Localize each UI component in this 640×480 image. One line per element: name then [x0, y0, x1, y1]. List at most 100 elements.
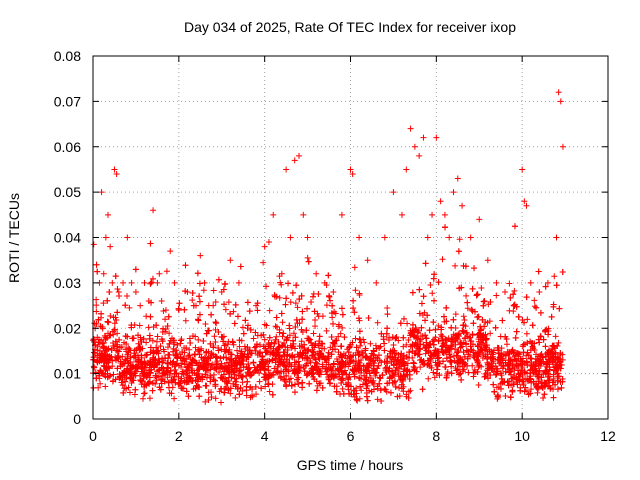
data-point: [399, 375, 406, 382]
data-point: [223, 359, 230, 366]
data-point: [124, 234, 131, 241]
data-point: [363, 368, 370, 375]
data-point: [554, 373, 561, 380]
data-point: [134, 364, 141, 371]
data-point: [419, 386, 426, 393]
data-point: [257, 364, 264, 371]
data-point: [537, 359, 544, 366]
data-point: [153, 338, 160, 345]
data-point: [253, 366, 260, 373]
data-point: [404, 360, 411, 367]
data-point: [555, 373, 562, 380]
data-point: [356, 336, 363, 343]
data-point: [123, 385, 130, 392]
data-point: [349, 170, 356, 177]
data-point: [398, 350, 405, 357]
data-point: [407, 343, 414, 350]
data-point: [248, 350, 255, 357]
data-point: [438, 324, 445, 331]
data-point: [217, 355, 224, 362]
data-point: [412, 325, 419, 332]
data-point: [262, 383, 269, 390]
data-point: [266, 334, 273, 341]
data-point: [122, 302, 129, 309]
data-point: [457, 344, 464, 351]
data-point: [234, 347, 241, 354]
data-point: [523, 294, 530, 301]
data-point: [272, 336, 279, 343]
data-point: [515, 351, 522, 358]
data-point: [299, 379, 306, 386]
data-point: [366, 361, 373, 368]
data-point: [374, 355, 381, 362]
data-point: [346, 344, 353, 351]
data-point: [546, 382, 553, 389]
data-point: [329, 302, 336, 309]
data-point: [315, 342, 322, 349]
data-point: [519, 358, 526, 365]
data-point: [203, 348, 210, 355]
data-point: [450, 189, 457, 196]
data-point: [502, 359, 509, 366]
data-point: [138, 378, 145, 385]
data-point: [307, 357, 314, 364]
data-point: [303, 372, 310, 379]
x-tick-label: 8: [432, 428, 440, 444]
data-point: [482, 370, 489, 377]
data-point: [211, 377, 218, 384]
data-point: [480, 334, 487, 341]
data-point: [148, 279, 155, 286]
data-point: [442, 364, 449, 371]
data-point: [175, 305, 182, 312]
data-point: [166, 390, 173, 397]
data-point: [172, 366, 179, 373]
data-point: [252, 367, 259, 374]
data-point: [147, 313, 154, 320]
data-point: [392, 335, 399, 342]
data-point: [472, 308, 479, 315]
data-point: [339, 385, 346, 392]
data-point: [474, 342, 481, 349]
data-point: [540, 395, 547, 402]
data-point: [503, 336, 510, 343]
data-point: [276, 329, 283, 336]
data-point: [536, 360, 543, 367]
data-point: [483, 335, 490, 342]
data-point: [373, 279, 380, 286]
data-point: [219, 375, 226, 382]
data-point: [417, 364, 424, 371]
data-point: [559, 375, 566, 382]
data-point: [446, 351, 453, 358]
data-point: [364, 397, 371, 404]
data-point: [123, 346, 130, 353]
data-point: [112, 314, 119, 321]
data-point: [189, 297, 196, 304]
data-point: [237, 384, 244, 391]
data-point: [422, 350, 429, 357]
data-point: [136, 322, 143, 329]
data-point: [113, 357, 120, 364]
data-point: [381, 340, 388, 347]
data-point: [261, 336, 268, 343]
data-point: [523, 359, 530, 366]
data-point: [223, 378, 230, 385]
data-point: [476, 362, 483, 369]
data-point: [353, 344, 360, 351]
data-point: [109, 363, 116, 370]
data-point: [244, 325, 251, 332]
data-point: [177, 340, 184, 347]
data-point: [240, 330, 247, 337]
data-point: [162, 307, 169, 314]
data-point: [475, 313, 482, 320]
data-point: [294, 304, 301, 311]
data-point: [482, 331, 489, 338]
data-point: [403, 367, 410, 374]
data-point: [351, 387, 358, 394]
data-point: [448, 363, 455, 370]
data-point: [388, 358, 395, 365]
data-point: [150, 356, 157, 363]
data-point: [162, 316, 169, 323]
data-point: [252, 383, 259, 390]
data-point: [325, 272, 332, 279]
data-point: [237, 352, 244, 359]
